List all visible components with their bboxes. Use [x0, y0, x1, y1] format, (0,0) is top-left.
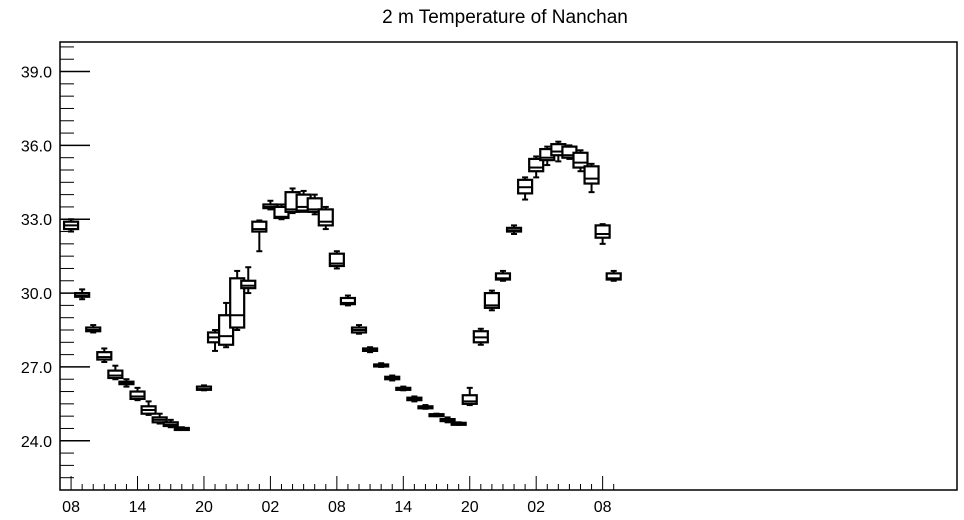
box-body	[572, 151, 589, 169]
plot-frame	[59, 41, 958, 491]
box-item	[240, 266, 257, 295]
box-body	[240, 279, 257, 290]
box-item	[572, 149, 589, 173]
box-body	[107, 369, 124, 380]
box-item	[62, 218, 80, 233]
box-item	[140, 400, 157, 416]
x-tick-label: 02	[527, 499, 545, 516]
box-item	[439, 416, 456, 424]
box-body	[594, 224, 611, 239]
box-item	[528, 155, 545, 179]
box-item	[350, 324, 368, 335]
box-body	[583, 165, 600, 185]
box-item	[384, 374, 401, 382]
box-item	[417, 404, 434, 410]
box-item	[339, 294, 357, 307]
box-item	[395, 385, 412, 392]
y-tick-label: 39.0	[21, 65, 52, 82]
x-tick-label: 20	[461, 499, 479, 516]
box-item	[406, 395, 423, 403]
box-item	[129, 386, 146, 402]
box-body	[483, 291, 500, 309]
box-body	[251, 220, 268, 233]
box-item	[472, 327, 489, 346]
y-tick-label: 27.0	[21, 360, 52, 377]
box-item	[162, 418, 179, 429]
x-tick-label: 14	[394, 499, 412, 516]
box-item	[483, 289, 500, 312]
chart-title: 2 m Temperature of Nanchan	[382, 7, 628, 28]
box-body	[494, 272, 512, 281]
box-item	[151, 412, 168, 425]
y-tick-label: 24.0	[21, 434, 52, 451]
box-item	[107, 364, 124, 381]
box-item	[328, 250, 345, 270]
box-item	[583, 162, 600, 194]
box-item	[505, 224, 523, 235]
box-item	[74, 288, 91, 301]
box-item	[517, 176, 534, 201]
box-item	[273, 203, 290, 221]
box-series	[62, 140, 622, 432]
box-item	[539, 145, 556, 167]
box-item	[605, 269, 622, 282]
box-item	[461, 386, 478, 407]
box-item	[428, 412, 445, 418]
x-tick-label: 08	[594, 499, 612, 516]
x-tick-label: 14	[129, 499, 147, 516]
box-item	[373, 362, 390, 368]
box-body	[96, 351, 113, 361]
y-tick-label: 30.0	[21, 286, 52, 303]
box-item	[361, 346, 379, 354]
x-tick-label: 08	[62, 499, 80, 516]
box-item	[251, 219, 268, 253]
box-item	[173, 426, 190, 432]
y-tick-label: 33.0	[21, 212, 52, 229]
box-item	[594, 223, 611, 245]
box-item	[96, 347, 113, 363]
x-tick-label: 02	[262, 499, 280, 516]
box-item	[494, 269, 512, 282]
box-body	[317, 208, 334, 227]
box-item	[317, 205, 334, 231]
box-body	[339, 296, 357, 306]
box-item	[195, 384, 213, 392]
box-item	[229, 269, 246, 331]
x-axis: 08 14 20 02 08 14 20 02 08	[62, 476, 615, 516]
x-tick-label: 20	[195, 499, 213, 516]
y-tick-label: 36.0	[21, 138, 52, 155]
x-tick-label: 08	[328, 499, 346, 516]
box-body	[129, 390, 146, 401]
box-body	[605, 272, 622, 281]
box-item	[118, 378, 135, 388]
y-axis: 24.0 27.0 30.0 33.0 36.0 39.0	[21, 46, 90, 491]
box-item	[85, 324, 102, 334]
box-item	[450, 421, 467, 426]
box-body	[461, 394, 478, 405]
